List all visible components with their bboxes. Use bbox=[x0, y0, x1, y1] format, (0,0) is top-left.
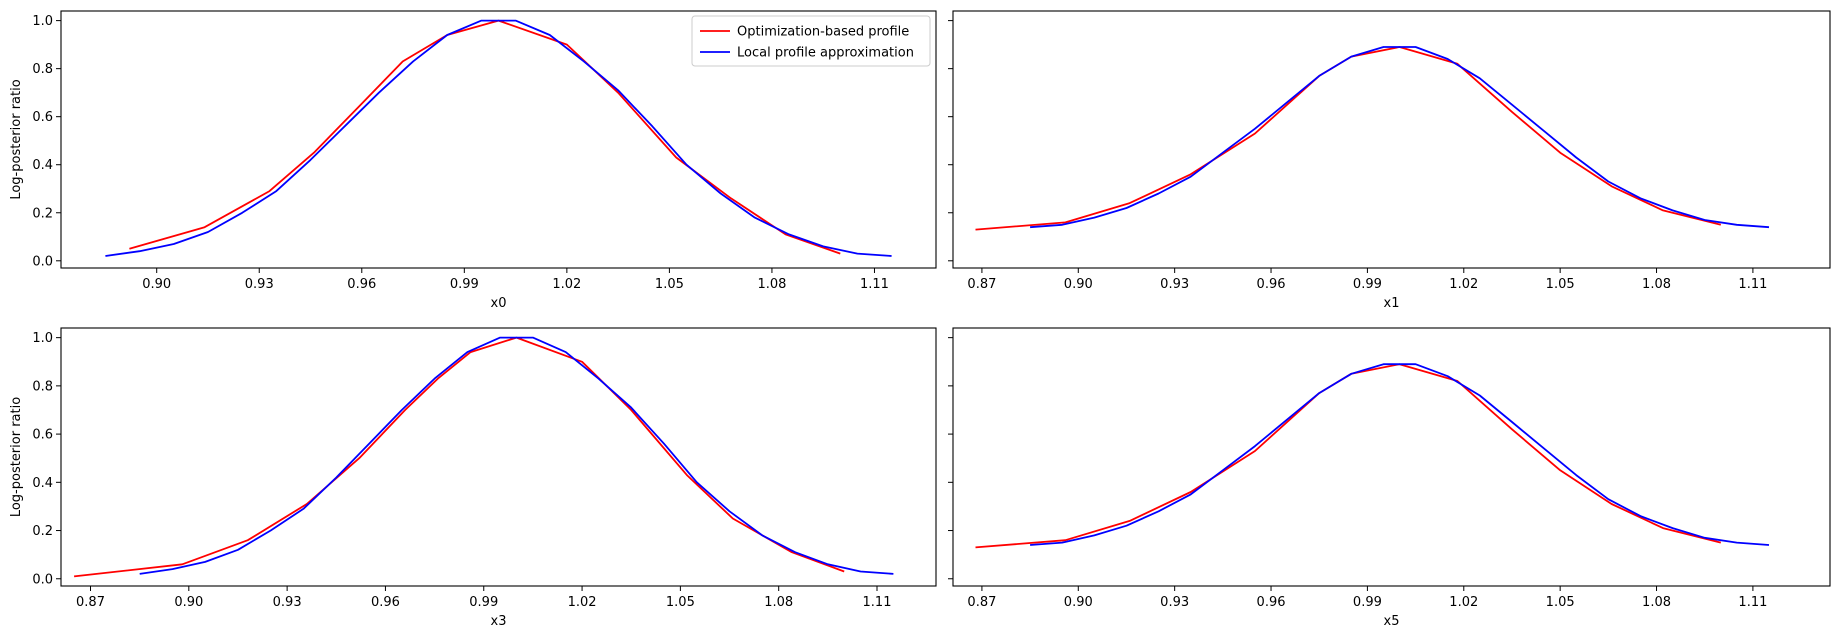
y-axis-label: Log-posterior ratio bbox=[9, 397, 24, 517]
series-line-local-approximation bbox=[139, 336, 894, 575]
x-axis-label: x3 bbox=[491, 614, 507, 629]
x-tick-label: 1.11 bbox=[863, 595, 892, 610]
x-tick-label: 0.96 bbox=[1257, 277, 1286, 292]
x-tick-label: 1.02 bbox=[1449, 595, 1478, 610]
subplot-1: 0.90 0.93 0.96 0.99 1.02 1.05 1.08 1.11 0.0 0.2 0.… bbox=[9, 10, 937, 311]
plot-area-frame bbox=[60, 10, 937, 269]
x-tick-label: 1.02 bbox=[552, 277, 581, 292]
series-line-local-approximation bbox=[105, 19, 892, 257]
plot-area-frame bbox=[952, 327, 1831, 587]
y-tick-label: 1.0 bbox=[32, 331, 53, 346]
y-tick-label: 1.0 bbox=[32, 14, 53, 29]
y-tick-label: 0.2 bbox=[32, 206, 53, 221]
y-tick-label: 0.8 bbox=[32, 379, 53, 394]
x-tick-label: 0.90 bbox=[1064, 277, 1093, 292]
y-tick-label: 0.0 bbox=[32, 254, 53, 269]
x-tick-label: 1.08 bbox=[764, 595, 793, 610]
y-axis-label: Log-posterior ratio bbox=[9, 79, 24, 199]
x-tick-label: 1.02 bbox=[1449, 277, 1478, 292]
x-tick-label: 0.96 bbox=[1257, 595, 1286, 610]
legend-box bbox=[691, 15, 931, 67]
series-line-optimization-profile bbox=[975, 363, 1722, 549]
x-tick-label: 0.96 bbox=[371, 595, 400, 610]
x-tick-label: 0.87 bbox=[967, 595, 996, 610]
x-tick-label: 0.99 bbox=[469, 595, 498, 610]
x-tick-label: 0.87 bbox=[76, 595, 105, 610]
legend: Optimization-based profile Local profile … bbox=[691, 15, 931, 67]
x-tick-label: 0.99 bbox=[1353, 277, 1382, 292]
x-tick-label: 0.96 bbox=[347, 277, 376, 292]
y-tick-label: 0.6 bbox=[32, 110, 53, 125]
x-tick-label: 1.05 bbox=[1546, 595, 1575, 610]
x-tick-label: 1.11 bbox=[860, 277, 889, 292]
x-tick-label: 0.99 bbox=[1353, 595, 1382, 610]
x-tick-label: 1.08 bbox=[1642, 277, 1671, 292]
series-line-optimization-profile bbox=[975, 46, 1722, 231]
x-tick-label: 0.93 bbox=[273, 595, 302, 610]
y-tick-label: 0.4 bbox=[32, 158, 53, 173]
x-axis-label: x0 bbox=[491, 296, 507, 311]
x-tick-label: 1.11 bbox=[1738, 277, 1767, 292]
x-tick-label: 1.02 bbox=[568, 595, 597, 610]
x-tick-label: 0.90 bbox=[1064, 595, 1093, 610]
x-tick-label: 1.05 bbox=[666, 595, 695, 610]
x-tick-label: 0.93 bbox=[245, 277, 274, 292]
series-line-optimization-profile bbox=[129, 19, 841, 255]
legend-entry-label: Local profile approximation bbox=[737, 46, 914, 61]
plot-area-frame bbox=[60, 327, 937, 587]
series-line-local-approximation bbox=[1030, 46, 1770, 229]
series-line-optimization-profile bbox=[73, 336, 845, 578]
x-tick-label: 1.08 bbox=[1642, 595, 1671, 610]
x-tick-label: 0.90 bbox=[174, 595, 203, 610]
x-tick-label: 1.05 bbox=[1546, 277, 1575, 292]
y-tick-label: 0.6 bbox=[32, 428, 53, 443]
x-tick-label: 1.11 bbox=[1738, 595, 1767, 610]
x-tick-label: 0.93 bbox=[1160, 595, 1189, 610]
subplot-2: 0.87 0.90 0.93 0.96 0.99 1.02 1.05 1.08 1.11 x1 bbox=[948, 10, 1831, 311]
x-tick-label: 1.05 bbox=[655, 277, 684, 292]
plot-area-frame bbox=[952, 10, 1831, 269]
y-tick-label: 0.0 bbox=[32, 572, 53, 587]
x-tick-label: 0.99 bbox=[450, 277, 479, 292]
x-tick-label: 0.87 bbox=[967, 277, 996, 292]
y-tick-label: 0.8 bbox=[32, 62, 53, 77]
x-tick-label: 0.90 bbox=[142, 277, 171, 292]
x-axis-label: x5 bbox=[1384, 614, 1400, 629]
series-line-local-approximation bbox=[1030, 363, 1770, 546]
legend-entry-label: Optimization-based profile bbox=[737, 25, 909, 40]
subplot-3: 0.87 0.90 0.93 0.96 0.99 1.02 1.05 1.08 1.11 0.0 0… bbox=[9, 327, 937, 629]
x-tick-label: 0.93 bbox=[1160, 277, 1189, 292]
x-axis-label: x1 bbox=[1384, 296, 1400, 311]
subplot-4: 0.87 0.90 0.93 0.96 0.99 1.02 1.05 1.08 1.11 x5 bbox=[948, 327, 1831, 629]
y-tick-label: 0.4 bbox=[32, 476, 53, 491]
y-tick-label: 0.2 bbox=[32, 524, 53, 539]
x-tick-label: 1.08 bbox=[757, 277, 786, 292]
